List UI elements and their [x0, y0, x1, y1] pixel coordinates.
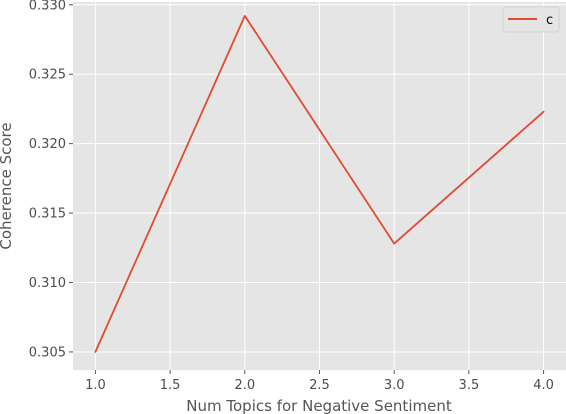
- y-tick-label: 0.310: [29, 276, 66, 291]
- y-tick-label: 0.325: [29, 68, 66, 83]
- y-tick-label: 0.305: [29, 345, 66, 360]
- x-tick-label: 2.0: [234, 378, 255, 393]
- y-axis-label: Coherence Score: [0, 122, 15, 249]
- y-tick-label: 0.320: [29, 137, 66, 152]
- legend-label: c: [546, 13, 553, 28]
- x-tick-label: 2.5: [309, 378, 330, 393]
- legend: c: [502, 6, 560, 33]
- x-tick-label: 3.0: [384, 378, 405, 393]
- y-tick-label: 0.315: [29, 207, 66, 222]
- y-axis-ticks: 0.305 0.310 0.315 0.320 0.325 0.330: [29, 0, 73, 360]
- x-tick-label: 1.0: [85, 378, 106, 393]
- x-axis-ticks: 1.0 1.5 2.0 2.5 3.0 3.5 4.0: [85, 370, 554, 393]
- x-tick-label: 3.5: [459, 378, 480, 393]
- x-axis-label: Num Topics for Negative Sentiment: [186, 397, 452, 414]
- series-lines: [94, 14, 545, 353]
- x-tick-label: 4.0: [533, 378, 554, 393]
- series-line-c: [94, 14, 545, 353]
- x-tick-label: 1.5: [160, 378, 181, 393]
- y-tick-label: 0.330: [29, 0, 66, 13]
